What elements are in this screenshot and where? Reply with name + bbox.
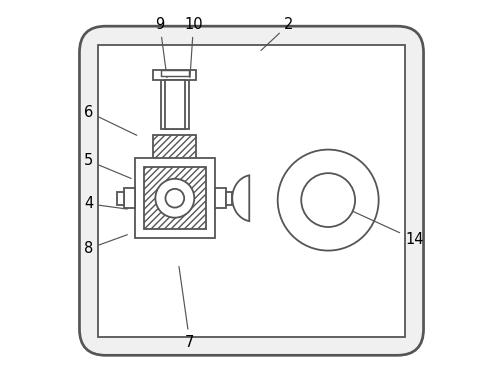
Bar — [135, 158, 215, 239]
Bar — [117, 192, 124, 205]
Text: 9: 9 — [155, 17, 167, 78]
FancyBboxPatch shape — [79, 26, 424, 355]
Text: 10: 10 — [184, 17, 203, 78]
Text: 6: 6 — [84, 105, 137, 135]
Text: 4: 4 — [84, 196, 127, 211]
Bar — [161, 70, 189, 76]
Bar — [153, 135, 196, 159]
Bar — [161, 80, 189, 129]
Polygon shape — [232, 175, 249, 221]
Text: 14: 14 — [351, 211, 424, 247]
Bar — [225, 192, 232, 205]
Bar — [144, 168, 206, 229]
Bar — [124, 188, 135, 208]
Text: 2: 2 — [261, 17, 294, 50]
Circle shape — [278, 150, 379, 251]
Bar — [98, 45, 405, 337]
Bar — [215, 188, 225, 208]
Circle shape — [301, 173, 355, 227]
Circle shape — [165, 189, 184, 208]
Bar — [153, 70, 196, 80]
Text: 7: 7 — [179, 266, 195, 350]
Circle shape — [155, 179, 194, 218]
Text: 5: 5 — [84, 153, 131, 178]
Bar — [165, 80, 185, 129]
Text: 8: 8 — [84, 235, 127, 256]
